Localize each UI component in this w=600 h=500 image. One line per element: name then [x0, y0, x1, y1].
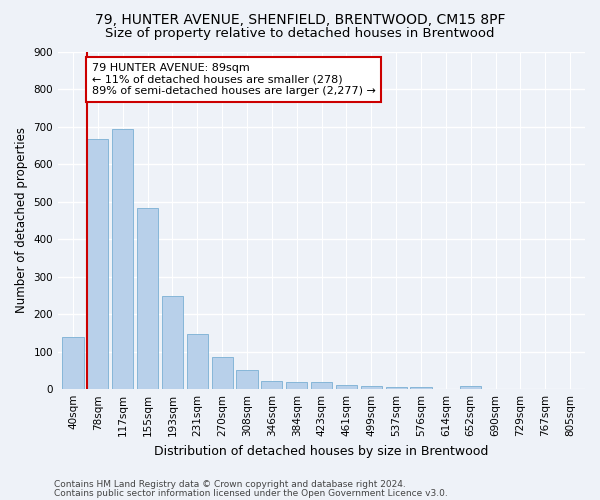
Bar — [311, 382, 332, 389]
Bar — [212, 358, 233, 389]
Bar — [460, 386, 481, 389]
Bar — [137, 208, 158, 389]
Bar — [336, 386, 357, 389]
Bar — [261, 380, 283, 389]
Bar — [112, 129, 133, 389]
Y-axis label: Number of detached properties: Number of detached properties — [15, 128, 28, 314]
Text: 79, HUNTER AVENUE, SHENFIELD, BRENTWOOD, CM15 8PF: 79, HUNTER AVENUE, SHENFIELD, BRENTWOOD,… — [95, 12, 505, 26]
Text: Contains public sector information licensed under the Open Government Licence v3: Contains public sector information licen… — [54, 489, 448, 498]
Bar — [236, 370, 257, 389]
X-axis label: Distribution of detached houses by size in Brentwood: Distribution of detached houses by size … — [154, 444, 489, 458]
Bar — [361, 386, 382, 389]
Text: 79 HUNTER AVENUE: 89sqm
← 11% of detached houses are smaller (278)
89% of semi-d: 79 HUNTER AVENUE: 89sqm ← 11% of detache… — [92, 63, 376, 96]
Bar — [410, 388, 431, 389]
Text: Contains HM Land Registry data © Crown copyright and database right 2024.: Contains HM Land Registry data © Crown c… — [54, 480, 406, 489]
Bar — [87, 139, 109, 389]
Bar — [162, 296, 183, 389]
Bar — [286, 382, 307, 389]
Bar — [62, 338, 83, 389]
Bar — [187, 334, 208, 389]
Bar — [386, 388, 407, 389]
Text: Size of property relative to detached houses in Brentwood: Size of property relative to detached ho… — [105, 28, 495, 40]
